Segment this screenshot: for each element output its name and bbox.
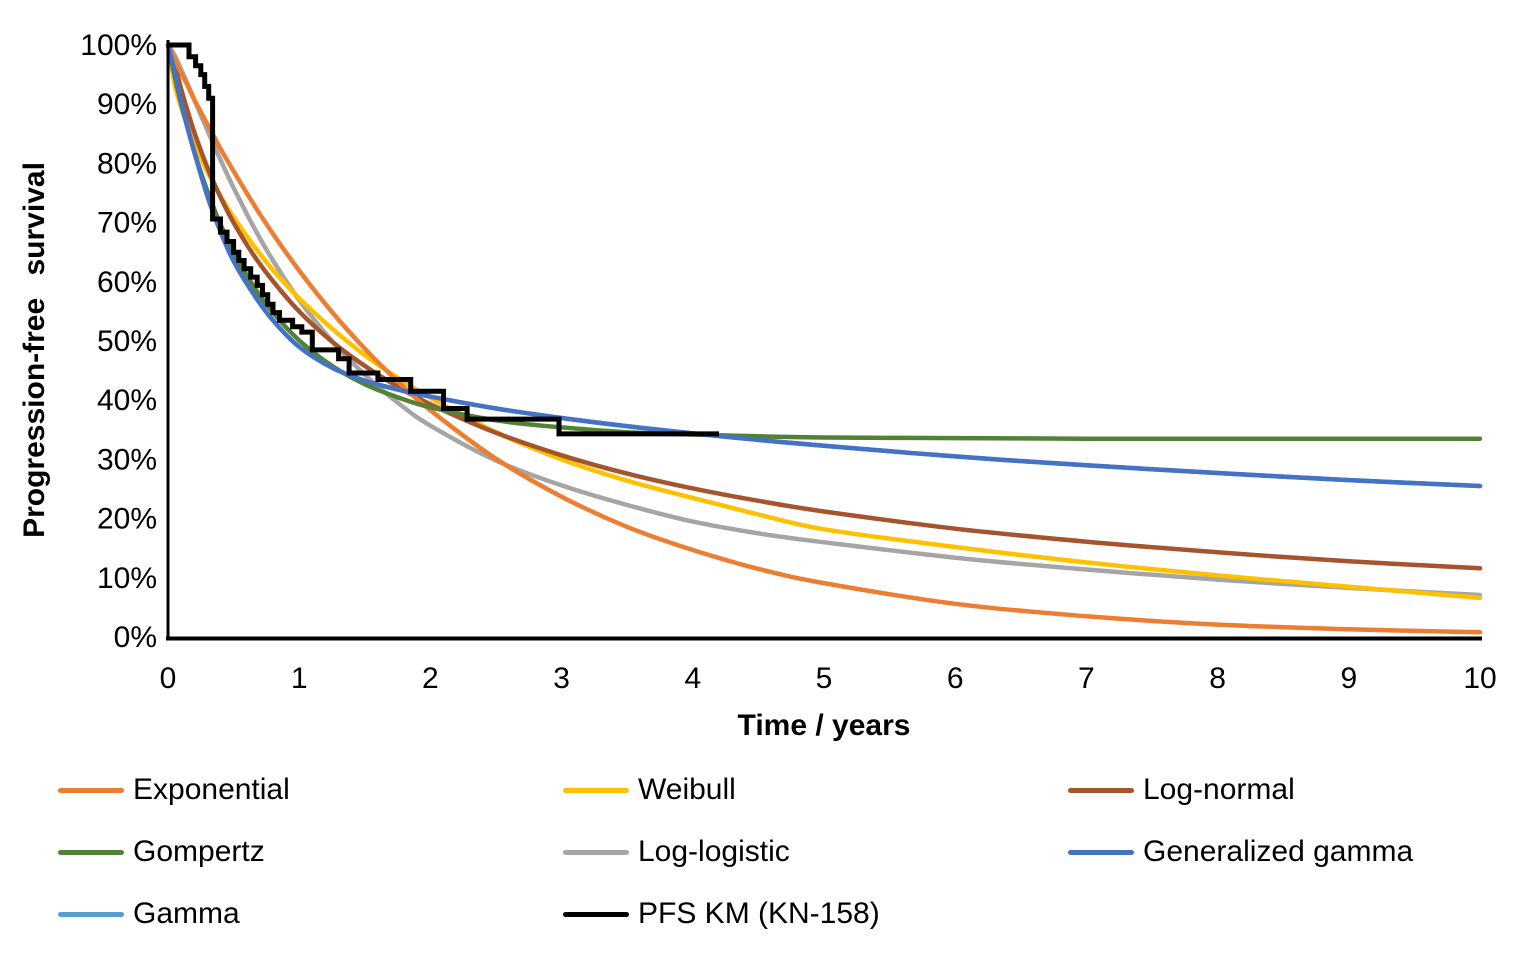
legend-label: Generalized gamma: [1143, 835, 1414, 868]
y-tick-label: 40%: [97, 384, 157, 417]
legend-item-gompertz: Gompertz: [58, 834, 563, 870]
y-tick-label: 80%: [97, 147, 157, 180]
y-tick-label: 70%: [97, 207, 157, 240]
legend-label: Gompertz: [133, 835, 265, 868]
legend-swatch-gompertz: [58, 849, 124, 855]
y-tick-label: 50%: [97, 325, 157, 358]
x-tick-label: 10: [1463, 662, 1496, 695]
x-tick-label: 4: [684, 662, 701, 695]
legend-label: Log-normal: [1143, 773, 1295, 806]
series-curves: [165, 42, 1483, 635]
plot-area: Progression-free survival Time / years 0…: [18, 29, 1497, 742]
legend-item-log-normal: Log-normal: [1068, 772, 1498, 808]
legend-swatch-generalized-gamma: [1068, 849, 1134, 855]
y-tick-label: 0%: [114, 621, 157, 654]
legend-label: PFS KM (KN-158): [638, 897, 880, 930]
series-curve-log-normal: [165, 42, 1483, 571]
legend-item-exponential: Exponential: [58, 772, 563, 808]
y-tick-label: 20%: [97, 503, 157, 536]
x-tick-label: 3: [553, 662, 570, 695]
legend-label: Exponential: [133, 773, 290, 806]
axis-spines: [166, 40, 1482, 641]
x-axis-title: Time / years: [738, 709, 911, 742]
legend-swatch-pfs-km: [563, 911, 629, 917]
legend-item-generalized-gamma: Generalized gamma: [1068, 834, 1498, 870]
x-tick-label: 8: [1209, 662, 1226, 695]
legend-swatch-log-logistic: [563, 849, 629, 855]
x-tick-label: 0: [160, 662, 177, 695]
y-tick-label: 100%: [80, 29, 157, 62]
axis-ticks: 0 1 2 3 4 5 6 7 8 9 100%10%20%30%40%50%60%70%80%90…: [80, 29, 1496, 695]
chart-legend: Exponential Weibull Log-normal Gompertz …: [58, 772, 1498, 932]
legend-swatch-weibull: [563, 787, 629, 793]
legend-item-pfs-km: PFS KM (KN-158): [563, 896, 1068, 932]
y-tick-label: 10%: [97, 562, 157, 595]
series-curve-generalized-gamma: [165, 42, 1483, 489]
x-tick-label: 6: [947, 662, 964, 695]
legend-label: Log-logistic: [638, 835, 790, 868]
legend-item-log-logistic: Log-logistic: [563, 834, 1068, 870]
legend-item-weibull: Weibull: [563, 772, 1068, 808]
x-tick-label: 5: [816, 662, 833, 695]
y-tick-label: 90%: [97, 88, 157, 121]
y-tick-label: 30%: [97, 443, 157, 476]
x-tick-label: 2: [422, 662, 439, 695]
legend-item-gamma: Gamma: [58, 896, 563, 932]
x-tick-label: 1: [291, 662, 308, 695]
series-curve-pfs-km: [168, 42, 719, 437]
legend-swatch-log-normal: [1068, 787, 1134, 793]
x-tick-label: 7: [1078, 662, 1095, 695]
x-tick-label: 9: [1340, 662, 1357, 695]
legend-swatch-gamma: [58, 911, 124, 917]
y-tick-label: 60%: [97, 266, 157, 299]
legend-label: Weibull: [638, 773, 736, 806]
series-curve-gamma: [165, 42, 1483, 489]
series-curve-weibull: [165, 42, 1483, 601]
legend-swatch-exponential: [58, 787, 124, 793]
y-axis-title: Progression-free survival: [18, 162, 51, 538]
legend-label: Gamma: [133, 897, 240, 930]
